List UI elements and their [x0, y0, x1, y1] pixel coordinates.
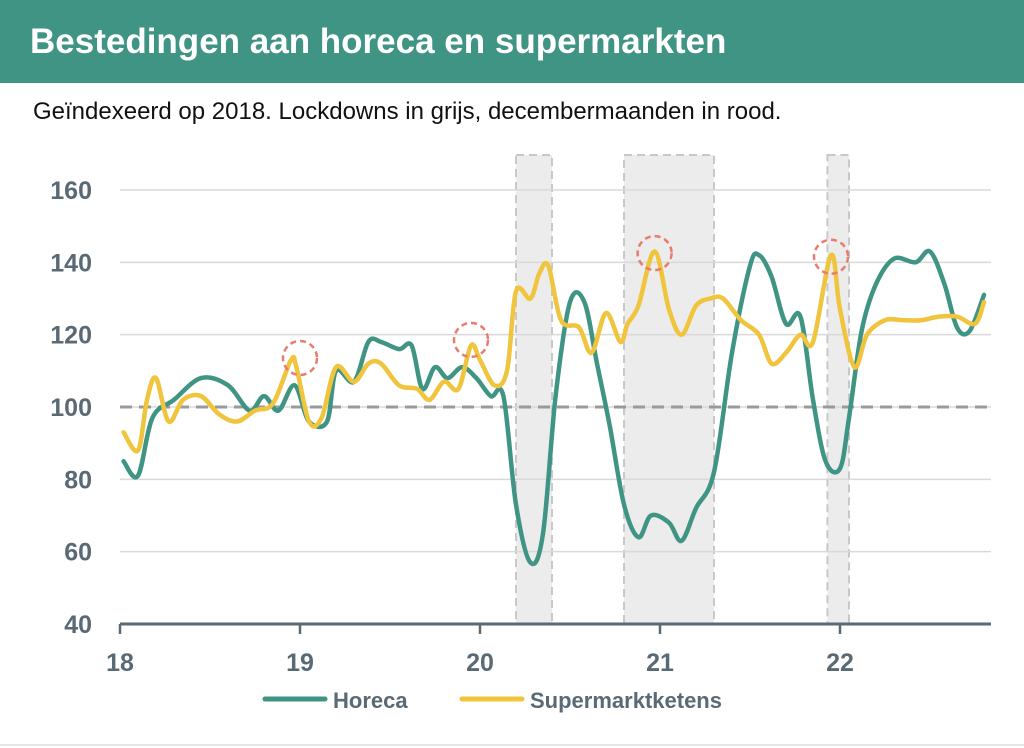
chart-subtitle: Geïndexeerd op 2018. Lockdowns in grijs,… [33, 98, 782, 125]
y-tick-label: 40 [64, 611, 92, 639]
series-supermarktketens-line [121, 249, 987, 454]
y-tick-label: 120 [50, 322, 92, 350]
y-tick-label: 60 [64, 539, 92, 567]
december-marker-3 [636, 234, 673, 272]
x-tick-label: 20 [466, 649, 494, 677]
bottom-rule [0, 744, 1024, 746]
chart-title: Bestedingen aan horeca en supermarkten [30, 22, 727, 61]
x-tick-label: 22 [826, 649, 854, 677]
december-marker-2 [452, 321, 490, 359]
y-tick-label: 80 [64, 466, 92, 494]
december-marker-1 [281, 339, 319, 377]
lockdown-band-2 [623, 154, 715, 625]
x-tick-label: 18 [106, 649, 134, 677]
lockdown-band-1 [515, 154, 553, 625]
y-tick-label: 140 [50, 249, 92, 277]
lockdown-band-3 [826, 154, 851, 625]
legend-horeca-label: Horeca [333, 688, 408, 713]
y-tick-label: 100 [50, 394, 92, 422]
x-tick-label: 19 [286, 649, 314, 677]
december-marker-4 [812, 238, 850, 275]
legend-supermarktketens-label: Supermarktketens [530, 688, 722, 713]
x-tick-label: 21 [646, 649, 674, 677]
y-tick-label: 160 [50, 177, 92, 205]
header-banner: Bestedingen aan horeca en supermarkten [0, 0, 1024, 83]
